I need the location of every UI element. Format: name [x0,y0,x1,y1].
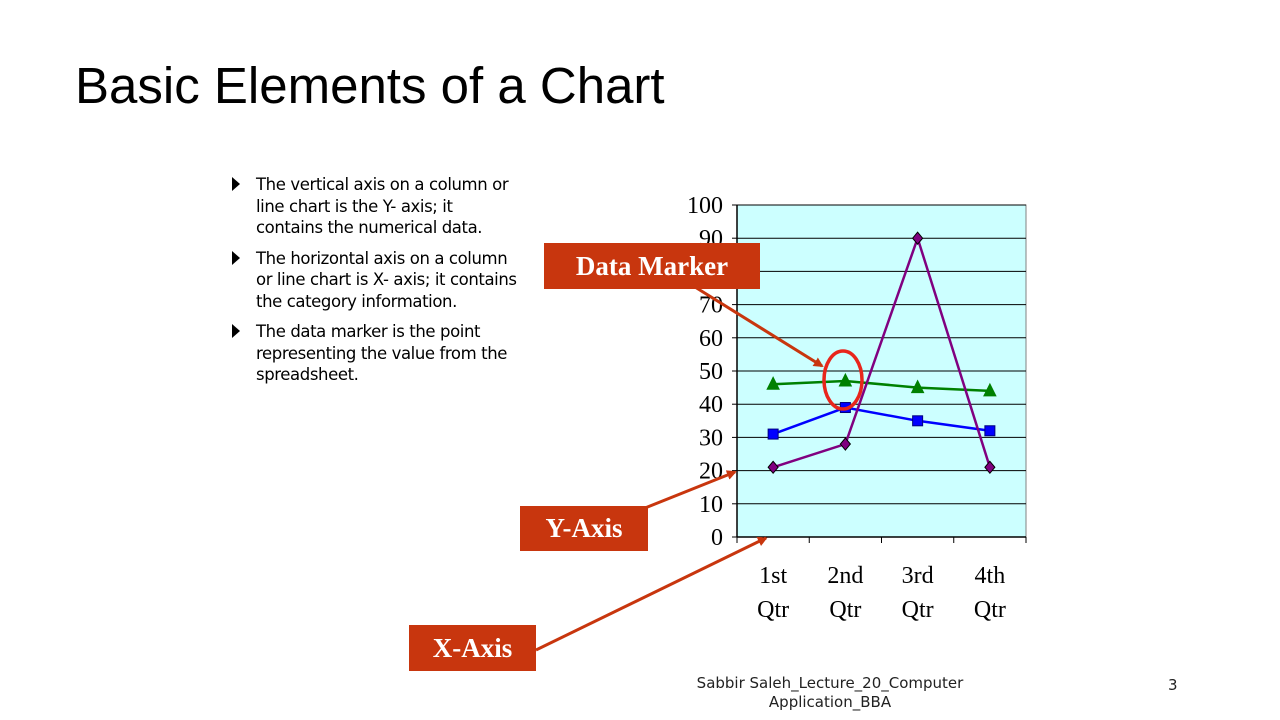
bullet-item: The data marker is the point representin… [232,321,522,386]
data-point-triangle [838,372,853,387]
bullet-arrow-icon [232,177,240,191]
y-tick-label: 10 [699,492,723,518]
highlight-circle [822,349,864,411]
x-axis-arrow [535,536,768,652]
y-tick-label: 100 [687,193,723,219]
y-tick-label: 50 [699,359,723,385]
series-line [772,234,992,469]
y-tick-label: 0 [711,525,723,551]
bullet-arrow-icon [232,250,240,265]
bullet-text: The data marker is the point representin… [256,322,508,384]
y-axis-arrow [644,470,737,510]
footer-text: Sabbir Saleh_Lecture_20_Computer Applica… [696,674,964,711]
y-tick-label: 40 [699,392,723,418]
data-point-square [767,428,779,440]
bullet-arrow-icon [232,324,240,338]
slide-title: Basic Elements of a Chart [75,57,665,114]
x-tick-label: 4th Qtr [974,563,1006,623]
data-point-square [912,415,924,427]
data-point-triangle [910,379,925,394]
x-tick-label: 1st Qtr [757,563,789,623]
y-tick-label: 60 [699,326,723,352]
y-axis-callout: Y-Axis [520,506,648,551]
bullet-text: The vertical axis on a column or line ch… [256,175,509,237]
bullet-item: The horizontal axis on a column or line … [232,248,522,313]
bullet-item: The vertical axis on a column or line ch… [232,174,522,239]
data-marker-arrow [694,285,824,368]
x-tick-label: 3rd Qtr [902,563,934,623]
y-tick-label: 30 [699,425,723,451]
data-point-diamond [767,460,779,475]
bullet-list: The vertical axis on a column or line ch… [232,174,522,395]
page-number: 3 [1168,676,1178,694]
data-point-triangle [766,376,780,390]
bullet-text: The horizontal axis on a column or line … [256,248,517,311]
data-point-diamond [839,437,852,451]
data-point-triangle [983,382,997,397]
x-axis-callout: X-Axis [409,625,536,671]
data-marker-callout: Data Marker [544,243,760,289]
series-line [773,379,990,393]
data-point-diamond [911,231,924,245]
data-point-square [984,425,996,437]
data-point-diamond [984,460,996,475]
series-line [772,406,991,436]
x-tick-label: 2nd Qtr [827,563,863,623]
